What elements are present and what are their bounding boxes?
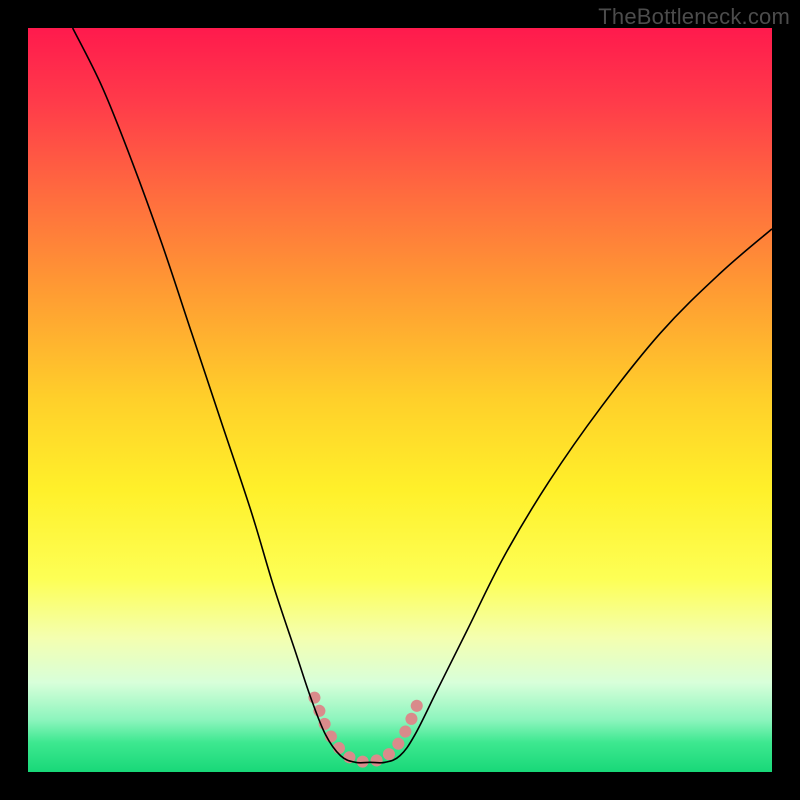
plot-background: [28, 28, 772, 772]
watermark-text: TheBottleneck.com: [598, 4, 790, 30]
bottleneck-chart: [0, 0, 800, 800]
chart-container: TheBottleneck.com: [0, 0, 800, 800]
